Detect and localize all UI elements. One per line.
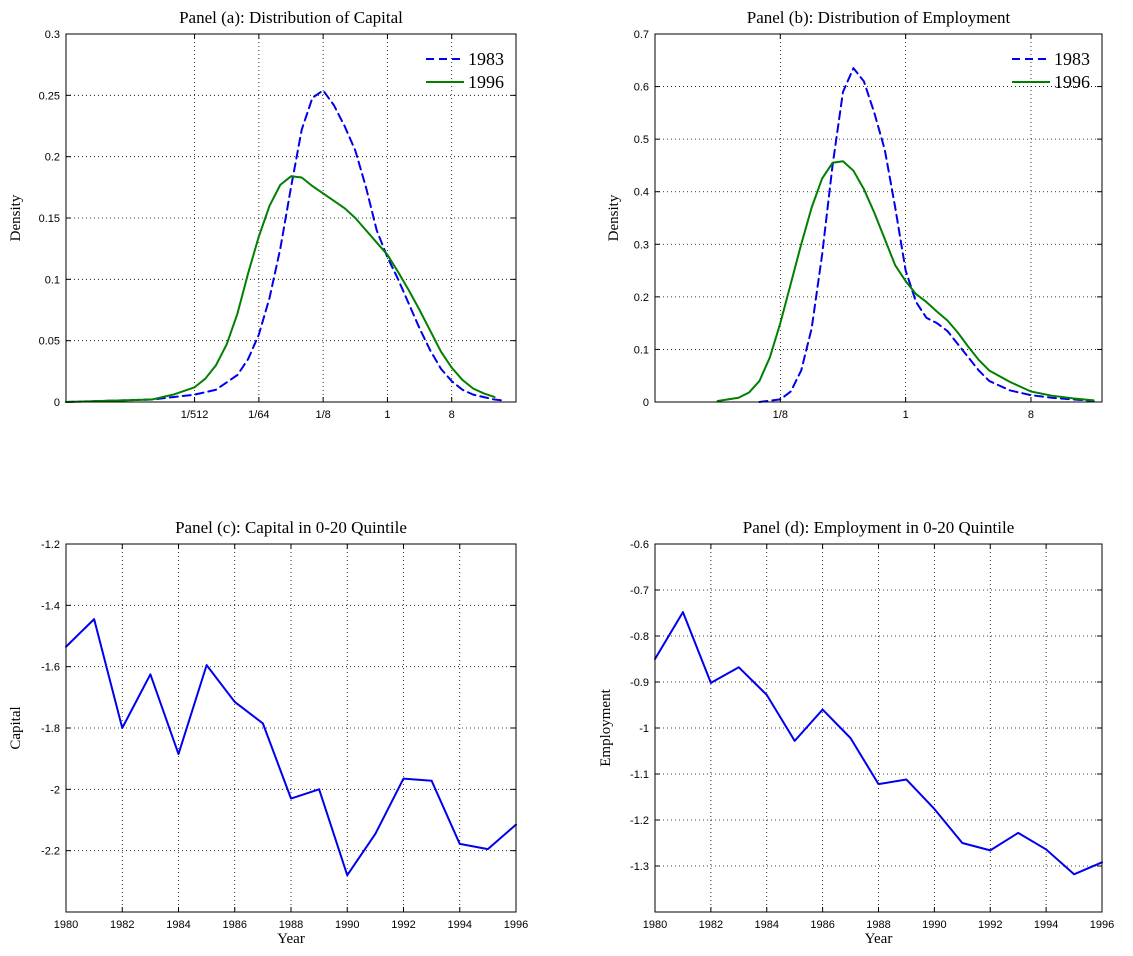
panel-title: Panel (c): Capital in 0-20 Quintile (175, 518, 407, 537)
series-line-1983 (758, 67, 1095, 403)
x-tick-label: 1984 (166, 919, 190, 931)
panel-title: Panel (d): Employment in 0-20 Quintile (743, 518, 1015, 537)
y-axis-label: Density (606, 194, 622, 241)
panel-c: 1980 1982 1984 1986 1988 1990 1992 1994 1996 -2.2… (8, 518, 528, 947)
x-tick-label: 1986 (810, 919, 834, 931)
x-tick-label: 1 (384, 409, 390, 421)
legend-label-1996: 1996 (468, 72, 504, 92)
y-tick-label: 0.25 (39, 90, 60, 102)
y-axis-label: Density (8, 194, 24, 241)
y-tick-label: -1 (639, 723, 649, 735)
panel-title: Panel (b): Distribution of Employment (747, 8, 1011, 27)
y-tick-label: 0.15 (39, 213, 60, 225)
x-tick-label: 1990 (335, 919, 359, 931)
x-tick-label: 1996 (1090, 919, 1114, 931)
x-tick-label: 1980 (54, 919, 78, 931)
y-tick-label: -2 (50, 784, 60, 796)
y-tick-label: -1.2 (41, 539, 60, 551)
series-line (654, 611, 1103, 876)
x-tick-label: 1992 (978, 919, 1002, 931)
x-tick-label: 1/64 (248, 409, 269, 421)
y-tick-label: 0.7 (634, 29, 649, 41)
x-tick-label: 1988 (866, 919, 890, 931)
y-tick-label: -0.9 (630, 677, 649, 689)
y-tick-label: 0.2 (634, 292, 649, 304)
y-axis-label: Capital (8, 706, 24, 749)
x-tick-label: 1 (903, 409, 909, 421)
y-tick-label: 0.3 (45, 29, 60, 41)
y-tick-label: 0.4 (634, 187, 649, 199)
y-tick-label: -1.1 (630, 769, 649, 781)
legend-label-1996: 1996 (1054, 72, 1090, 92)
legend-label-1983: 1983 (1054, 49, 1090, 69)
x-axis-label: Year (277, 931, 305, 947)
series-line-1996 (65, 175, 496, 403)
x-tick-label: 8 (449, 409, 455, 421)
y-tick-label: -1.4 (41, 600, 60, 612)
series-line-1983 (65, 89, 507, 403)
x-tick-label: 1988 (279, 919, 303, 931)
y-tick-label: -0.7 (630, 585, 649, 597)
x-tick-label: 1/8 (315, 409, 330, 421)
series-line-1996 (716, 160, 1095, 402)
y-tick-label: -1.6 (41, 662, 60, 674)
y-tick-label: -1.8 (41, 723, 60, 735)
y-tick-label: 0.2 (45, 152, 60, 164)
y-tick-label: 0.5 (634, 134, 649, 146)
x-tick-label: 1/512 (181, 409, 209, 421)
x-tick-label: 1994 (1034, 919, 1058, 931)
plot-frame (654, 33, 1103, 403)
panel-b: 1/8 1 8 0 0.1 0.2 0.3 0.4 0.5 0.6 0.7 Panel (b): Di… (606, 8, 1103, 421)
panel-d: 1980 1982 1984 1986 1988 1990 1992 1994 1996 -1.3… (598, 518, 1114, 947)
y-tick-label: 0.3 (634, 239, 649, 251)
y-tick-label: -1.2 (630, 815, 649, 827)
y-tick-label: 0.05 (39, 336, 60, 348)
y-tick-label: 0 (54, 397, 60, 409)
y-tick-label: -0.6 (630, 539, 649, 551)
x-tick-label: 1986 (223, 919, 247, 931)
y-tick-label: -0.8 (630, 631, 649, 643)
x-tick-label: 1992 (391, 919, 415, 931)
x-tick-label: 1994 (448, 919, 472, 931)
x-tick-label: 8 (1028, 409, 1034, 421)
y-tick-label: 0.1 (45, 274, 60, 286)
x-tick-label: 1/8 (773, 409, 788, 421)
series-line (65, 618, 517, 877)
x-tick-label: 1984 (755, 919, 779, 931)
y-tick-label: 0.1 (634, 344, 649, 356)
x-axis-label: Year (865, 931, 893, 947)
y-tick-label: -1.3 (630, 861, 649, 873)
panel-a: 1/512 1/64 1/8 1 8 0 0.05 0.1 0.15 0.2 0.25 0.3 Pane… (8, 8, 517, 421)
x-tick-label: 1996 (504, 919, 528, 931)
y-tick-label: 0 (643, 397, 649, 409)
y-axis-label: Employment (598, 688, 614, 766)
legend-label-1983: 1983 (468, 49, 504, 69)
x-tick-label: 1982 (699, 919, 723, 931)
x-tick-label: 1982 (110, 919, 134, 931)
panel-title: Panel (a): Distribution of Capital (179, 8, 403, 27)
x-tick-label: 1980 (643, 919, 667, 931)
y-tick-label: 0.6 (634, 82, 649, 94)
x-tick-label: 1990 (922, 919, 946, 931)
y-tick-label: -2.2 (41, 846, 60, 858)
